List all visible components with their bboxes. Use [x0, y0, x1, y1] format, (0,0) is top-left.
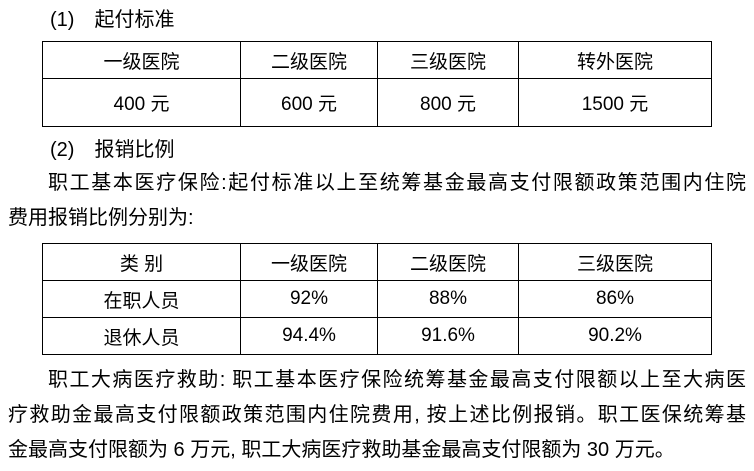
paragraph-line: 疗救助金最高支付限额政策范围内住院费用, 按上述比例报销。职工医保统筹基 [8, 404, 746, 426]
reimbursement-header-category: 类 别 [42, 243, 241, 281]
reimbursement-header-hospital-level1: 一级医院 [240, 243, 378, 281]
deductible-header-hospital-level2: 二级医院 [240, 41, 378, 79]
paragraph-line: 职工大病医疗救助: 职工基本医疗保险统筹基金最高支付限额以上至大病医 [48, 369, 746, 391]
table-header-row: 类 别 一级医院 二级医院 三级医院 [42, 243, 712, 281]
deductible-value-level1: 400 元 [42, 78, 241, 127]
deductible-value-transfer: 1500 元 [518, 78, 712, 127]
table-header-row: 一级医院 二级医院 三级医院 转外医院 [42, 41, 712, 79]
deductible-value-level2: 600 元 [240, 78, 378, 127]
section-heading-deductible: (1) 起付标准 [50, 9, 175, 31]
retiree-rate-level3: 90.2% [518, 317, 712, 355]
row-label-retirees: 退休人员 [42, 317, 241, 355]
reimbursement-intro-paragraph: 职工基本医疗保险:起付标准以上至统筹基金最高支付限额政策范围内住院 费用报销比例… [8, 166, 746, 236]
reimbursement-table: 类 别 一级医院 二级医院 三级医院 在职人员 92% 88% 86% 退休人员… [42, 243, 712, 355]
table-row-retirees: 退休人员 94.4% 91.6% 90.2% [42, 317, 712, 355]
deductible-table: 一级医院 二级医院 三级医院 转外医院 400 元 600 元 800 元 15… [42, 41, 712, 127]
reimbursement-header-hospital-level2: 二级医院 [377, 243, 519, 281]
deductible-header-hospital-level1: 一级医院 [42, 41, 241, 79]
row-label-active-employees: 在职人员 [42, 280, 241, 318]
paragraph-line: 费用报销比例分别为: [8, 207, 194, 229]
paragraph-line: 职工基本医疗保险:起付标准以上至统筹基金最高支付限额政策范围内住院 [48, 172, 746, 194]
active-rate-level1: 92% [240, 280, 378, 318]
table-row: 400 元 600 元 800 元 1500 元 [42, 78, 712, 127]
retiree-rate-level2: 91.6% [377, 317, 519, 355]
paragraph-line: 金最高支付限额为 6 万元, 职工大病医疗救助基金最高支付限额为 30 万元。 [8, 439, 675, 461]
retiree-rate-level1: 94.4% [240, 317, 378, 355]
major-illness-paragraph: 职工大病医疗救助: 职工基本医疗保险统筹基金最高支付限额以上至大病医 疗救助金最… [8, 363, 746, 468]
deductible-header-hospital-level3: 三级医院 [377, 41, 519, 79]
active-rate-level3: 86% [518, 280, 712, 318]
deductible-value-level3: 800 元 [377, 78, 519, 127]
document-page: (1) 起付标准 一级医院 二级医院 三级医院 转外医院 400 元 600 元… [0, 6, 754, 468]
deductible-header-hospital-transfer: 转外医院 [518, 41, 712, 79]
section-heading-reimbursement: (2) 报销比例 [50, 139, 175, 161]
table-row-active-employees: 在职人员 92% 88% 86% [42, 280, 712, 318]
reimbursement-header-hospital-level3: 三级医院 [518, 243, 712, 281]
active-rate-level2: 88% [377, 280, 519, 318]
